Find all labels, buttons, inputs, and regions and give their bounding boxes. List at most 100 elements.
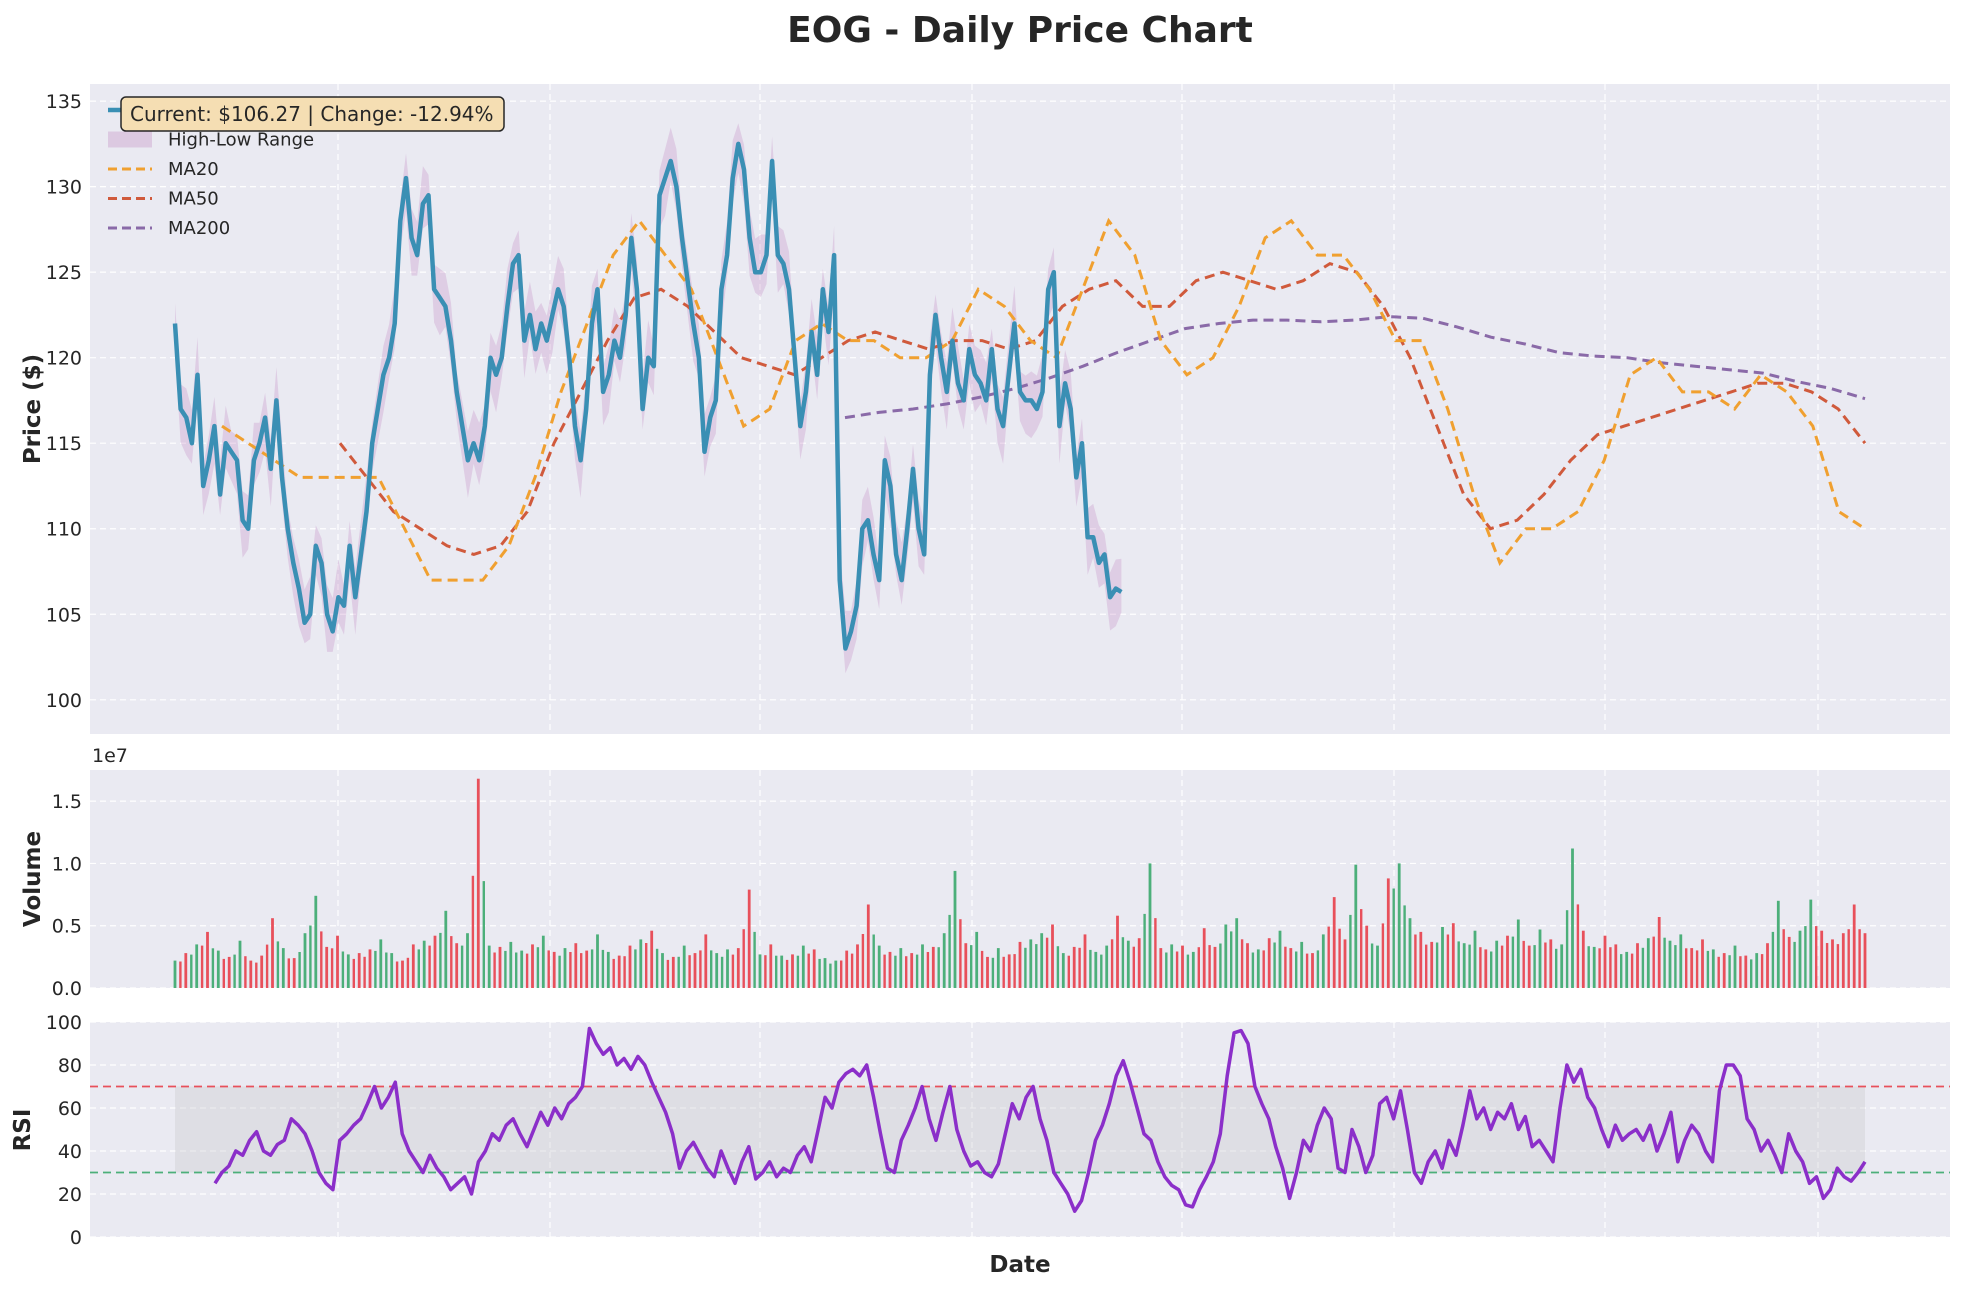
volume-bar bbox=[1771, 931, 1775, 988]
volume-tick-label: 0.0 bbox=[52, 978, 82, 1000]
volume-bar bbox=[1468, 944, 1471, 988]
volume-bar bbox=[265, 944, 269, 988]
volume-bar bbox=[1668, 940, 1672, 988]
volume-bar bbox=[531, 944, 534, 988]
volume-bar bbox=[1121, 937, 1125, 988]
volume-bar bbox=[704, 934, 708, 988]
volume-bar bbox=[785, 959, 789, 988]
volume-bar bbox=[915, 954, 919, 988]
volume-bar bbox=[1760, 954, 1764, 988]
volume-bar bbox=[1311, 953, 1314, 988]
volume-bar bbox=[866, 904, 870, 988]
volume-bar bbox=[1565, 910, 1569, 988]
volume-bar bbox=[580, 953, 583, 988]
price-panel-background bbox=[90, 84, 1950, 734]
volume-bar bbox=[1208, 945, 1211, 988]
volume-bar bbox=[493, 952, 496, 988]
rsi-tick-label: 60 bbox=[58, 1098, 82, 1120]
volume-bar bbox=[1625, 951, 1629, 988]
price-tick-label: 130 bbox=[46, 177, 82, 199]
volume-bar bbox=[1522, 940, 1525, 988]
volume-bar bbox=[411, 944, 415, 988]
volume-bar bbox=[1159, 948, 1163, 988]
volume-bar bbox=[942, 933, 946, 988]
volume-bar bbox=[742, 929, 745, 988]
volume-bar bbox=[823, 958, 827, 988]
volume-bar bbox=[1235, 918, 1239, 988]
volume-bar bbox=[937, 947, 940, 988]
volume-bar bbox=[655, 948, 659, 988]
volume-bar bbox=[829, 963, 832, 988]
volume-bar bbox=[1852, 904, 1856, 988]
volume-bar bbox=[244, 956, 247, 988]
volume-bar bbox=[179, 961, 182, 988]
volume-bar bbox=[309, 925, 312, 988]
volume-bar bbox=[482, 881, 485, 988]
volume-bar bbox=[238, 940, 242, 988]
volume-bar bbox=[1462, 943, 1466, 988]
volume-bar bbox=[1435, 942, 1439, 988]
volume-bar bbox=[1614, 944, 1618, 988]
volume-bar bbox=[623, 956, 626, 988]
price-axis-label: Price ($) bbox=[20, 354, 46, 464]
volume-bar bbox=[606, 951, 610, 988]
volume-tick-label: 1.5 bbox=[52, 791, 82, 813]
volume-bar bbox=[645, 943, 648, 988]
volume-bar bbox=[1793, 941, 1796, 988]
volume-bar bbox=[807, 953, 810, 988]
volume-bar bbox=[834, 960, 838, 988]
volume-bar bbox=[959, 919, 962, 988]
volume-bar bbox=[1332, 897, 1336, 988]
volume-bar bbox=[753, 931, 756, 988]
volume-bar bbox=[1116, 915, 1119, 988]
volume-bar bbox=[1750, 959, 1753, 988]
volume-bar bbox=[953, 870, 957, 988]
volume-bar bbox=[1652, 936, 1655, 988]
volume-bar bbox=[298, 952, 301, 988]
volume-bar bbox=[1451, 923, 1455, 988]
volume-bar bbox=[1256, 949, 1260, 988]
volume-bar bbox=[661, 953, 664, 988]
volume-bar bbox=[1571, 848, 1574, 988]
volume-bar bbox=[1419, 931, 1423, 988]
volume-bar bbox=[1538, 929, 1542, 988]
volume-bar bbox=[905, 956, 908, 988]
volume-bar bbox=[1674, 945, 1677, 988]
volume-bar bbox=[1316, 950, 1320, 988]
volume-bar bbox=[206, 931, 209, 988]
volume-bar bbox=[1733, 945, 1737, 988]
volume-bar bbox=[715, 953, 719, 988]
volume-bar bbox=[190, 954, 193, 988]
volume-bar bbox=[612, 958, 615, 988]
volume-panel: 0.0 0.5 1.0 1.5 1e7 Volume bbox=[20, 745, 1950, 1000]
volume-bar bbox=[1479, 947, 1482, 988]
volume-bar bbox=[1836, 944, 1840, 988]
volume-bar bbox=[1295, 951, 1298, 988]
volume-bar bbox=[585, 950, 589, 988]
current-price-annotation: Current: $106.27 | Change: -12.94% bbox=[120, 96, 505, 132]
volume-bar bbox=[1663, 937, 1666, 988]
rsi-tick-label: 20 bbox=[58, 1184, 82, 1206]
legend-label: High-Low Range bbox=[168, 130, 314, 151]
volume-bar bbox=[1776, 900, 1780, 988]
volume-bar bbox=[1386, 878, 1390, 988]
volume-bar bbox=[1457, 941, 1460, 988]
volume-bar bbox=[899, 948, 903, 988]
volume-bar bbox=[233, 954, 236, 988]
volume-bar bbox=[1321, 934, 1325, 988]
volume-bar bbox=[1067, 955, 1070, 988]
volume-bar bbox=[255, 962, 258, 988]
volume-bar bbox=[677, 956, 680, 988]
annotation-text: Current: $106.27 | Change: -12.94% bbox=[130, 102, 494, 126]
volume-bar bbox=[195, 944, 199, 988]
ma200-line bbox=[844, 315, 1866, 420]
volume-bar bbox=[574, 943, 578, 988]
volume-bar bbox=[1809, 899, 1813, 988]
volume-bar bbox=[921, 944, 924, 988]
volume-bar bbox=[1126, 940, 1130, 988]
volume-bar bbox=[1717, 956, 1720, 988]
volume-bar bbox=[1473, 930, 1477, 988]
volume-bar bbox=[1516, 919, 1520, 988]
volume-bar bbox=[617, 955, 621, 988]
